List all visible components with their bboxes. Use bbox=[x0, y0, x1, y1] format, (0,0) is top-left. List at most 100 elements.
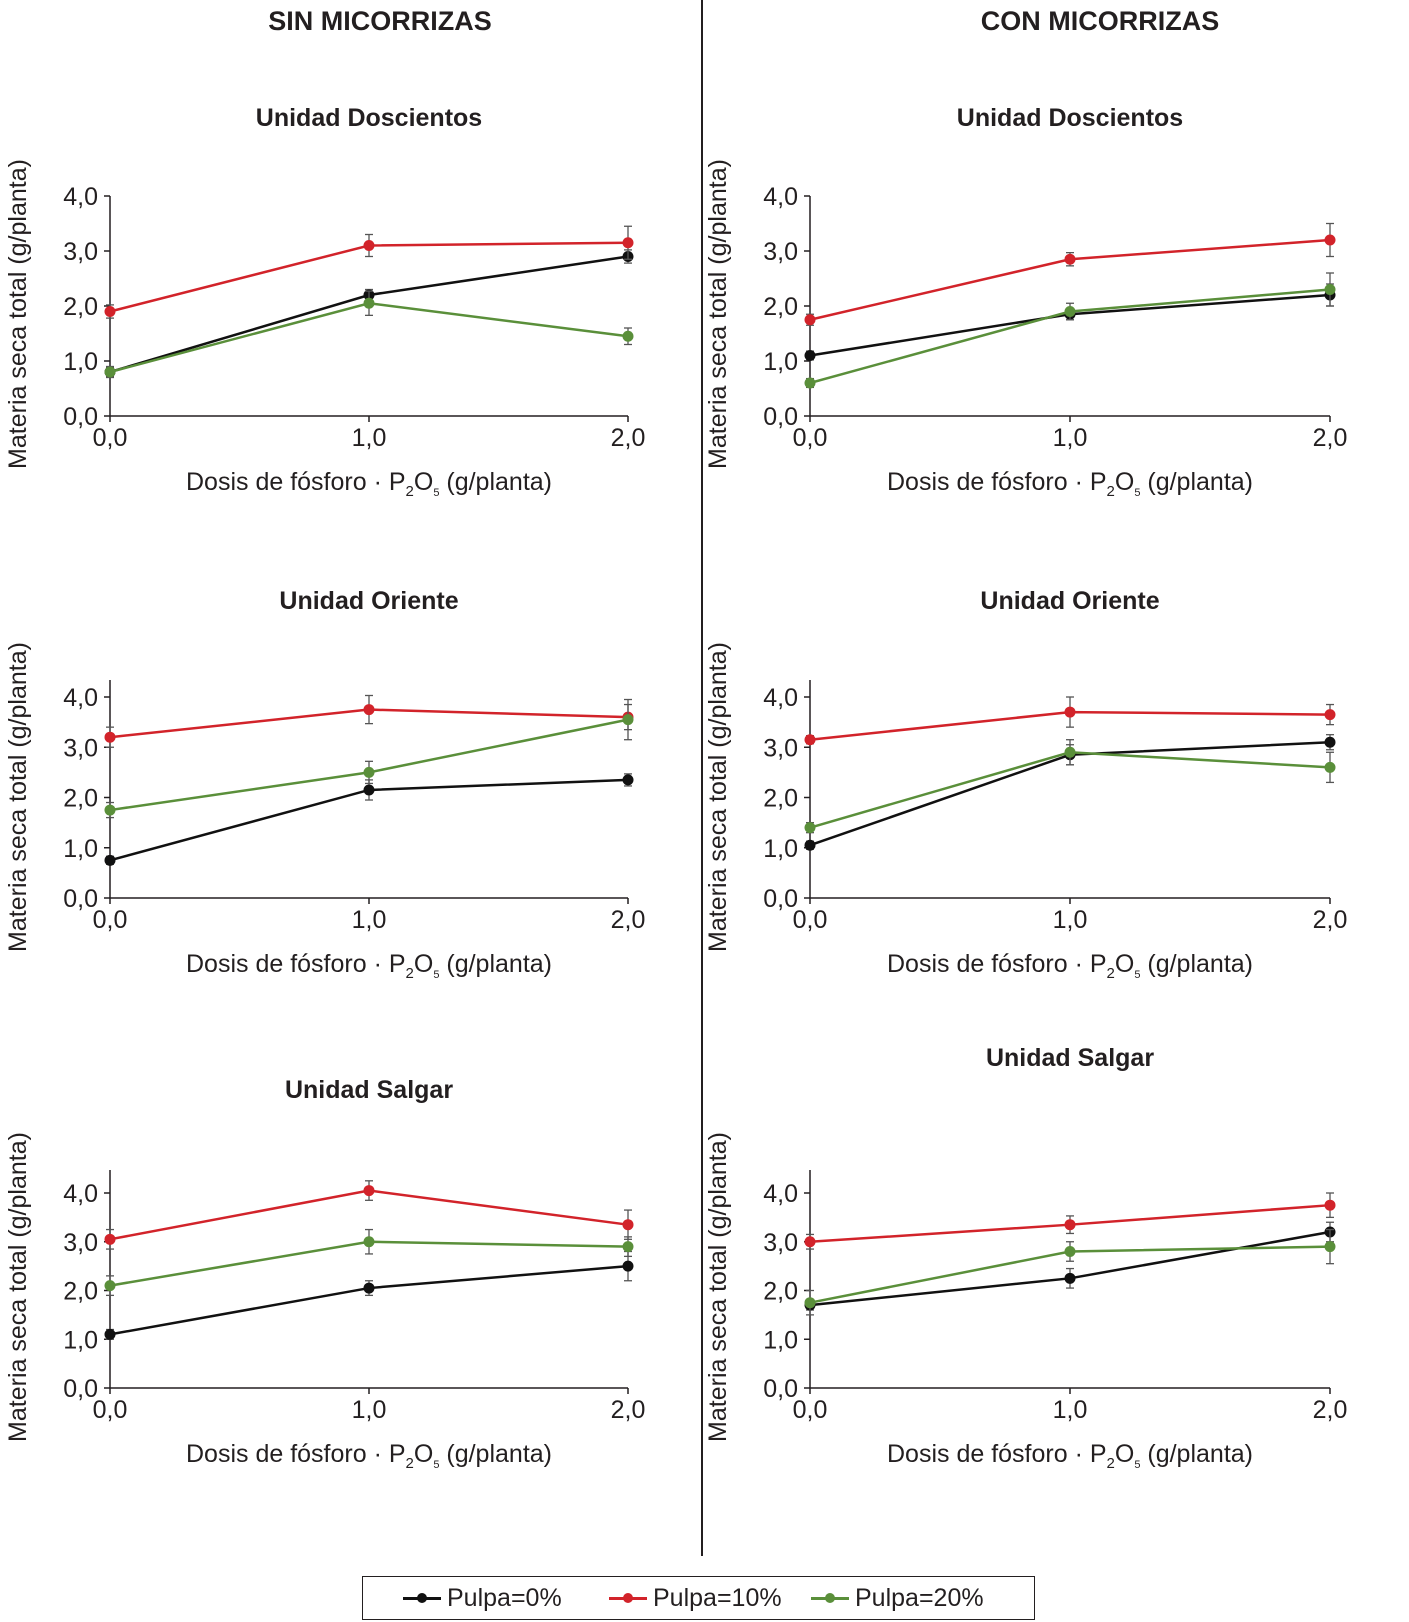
data-point bbox=[1064, 746, 1076, 758]
y-tick-label: 4,0 bbox=[63, 1180, 98, 1208]
data-point bbox=[363, 766, 375, 778]
y-tick-label: 0,0 bbox=[763, 403, 798, 431]
plot-con-micorrizas-unidad-doscientos: Unidad Doscientos 0,0 1,0 2,0 3,0 4,0 0,0 1,0 2,… bbox=[704, 104, 1347, 500]
x-tick-label: 2,0 bbox=[611, 1396, 646, 1424]
data-point bbox=[104, 854, 116, 866]
series-pulpa-10 bbox=[804, 222, 1336, 326]
data-point bbox=[1324, 709, 1336, 721]
x-tick-label: 1,0 bbox=[352, 424, 387, 452]
series-pulpa-10 bbox=[104, 225, 634, 319]
data-point bbox=[804, 314, 816, 326]
plot-title: Unidad Doscientos bbox=[256, 104, 482, 132]
y-tick-label: 1,0 bbox=[763, 348, 798, 376]
data-point bbox=[104, 1233, 116, 1245]
legend-label-pulpa-0: Pulpa=0% bbox=[447, 1583, 562, 1612]
series-pulpa-10 bbox=[804, 696, 1336, 746]
data-point bbox=[104, 1328, 116, 1340]
plot-sin-micorrizas-unidad-salgar: Unidad Salgar 0,0 1,0 2,0 3,0 4,0 0,0 1,0 2,0 Dos… bbox=[4, 1076, 645, 1472]
series-pulpa-20 bbox=[104, 290, 634, 379]
series-pulpa-20 bbox=[104, 1228, 634, 1297]
plot-con-micorrizas-unidad-oriente: Unidad Oriente 0,0 1,0 2,0 3,0 4,0 0,0 1,0 2,0 Do… bbox=[704, 587, 1347, 982]
data-point bbox=[363, 784, 375, 796]
x-tick-label: 1,0 bbox=[352, 906, 387, 934]
data-point bbox=[804, 734, 816, 746]
legend-label-pulpa-10: Pulpa=10% bbox=[653, 1583, 782, 1612]
series-pulpa-20 bbox=[804, 739, 1336, 834]
y-tick-label: 0,0 bbox=[63, 885, 98, 913]
series-pulpa-20 bbox=[804, 272, 1336, 389]
data-point bbox=[804, 822, 816, 834]
y-tick-label: 0,0 bbox=[763, 885, 798, 913]
y-tick-label: 4,0 bbox=[763, 183, 798, 211]
series-pulpa-10 bbox=[104, 694, 634, 748]
x-tick-label: 1,0 bbox=[1053, 906, 1088, 934]
data-point bbox=[1064, 1246, 1076, 1257]
y-tick-label: 3,0 bbox=[763, 1229, 798, 1257]
data-point bbox=[363, 1236, 375, 1248]
y-tick-label: 2,0 bbox=[763, 1278, 798, 1306]
data-point bbox=[1064, 1272, 1076, 1284]
y-tick-label: 1,0 bbox=[63, 835, 98, 863]
plot-con-micorrizas-unidad-salgar: Unidad Salgar 0,0 1,0 2,0 3,0 4,0 0,0 1,0 2,0 Dos… bbox=[704, 1044, 1347, 1472]
column-divider bbox=[701, 0, 703, 1556]
data-point bbox=[804, 1236, 816, 1248]
legend-swatch-pulpa-20 bbox=[811, 1592, 849, 1603]
data-point bbox=[804, 1297, 816, 1309]
y-tick-label: 1,0 bbox=[63, 1326, 98, 1354]
legend-swatch-pulpa-0 bbox=[403, 1592, 441, 1603]
column-title-con-micorrizas: CON MICORRIZAS bbox=[980, 6, 1220, 36]
y-tick-label: 2,0 bbox=[63, 785, 98, 813]
series-pulpa-10 bbox=[104, 1180, 634, 1250]
y-tick-label: 0,0 bbox=[63, 403, 98, 431]
x-tick-label: 1,0 bbox=[1053, 424, 1088, 452]
y-axis-label: Materia seca total (g/planta) bbox=[704, 642, 732, 952]
data-point bbox=[1324, 736, 1336, 748]
series-pulpa-0 bbox=[104, 773, 634, 866]
data-point bbox=[1064, 306, 1076, 317]
series-pulpa-0 bbox=[804, 1221, 1336, 1311]
data-point bbox=[622, 1219, 634, 1231]
chart-figure: Unidad Doscientos 0,0 1,0 2,0 3,0 4,0 0,0 1,0 2,… bbox=[4, 104, 1347, 1472]
series-pulpa-10 bbox=[804, 1192, 1336, 1250]
data-point bbox=[1324, 284, 1336, 295]
series-pulpa-0 bbox=[104, 1250, 634, 1340]
plot-title: Unidad Doscientos bbox=[957, 104, 1183, 132]
data-point bbox=[363, 1185, 375, 1197]
y-tick-label: 3,0 bbox=[63, 238, 98, 266]
data-point bbox=[622, 774, 634, 786]
x-tick-label: 0,0 bbox=[793, 424, 828, 452]
x-axis-label: Dosis de fósforo · P2O5 (g/planta) bbox=[186, 950, 552, 982]
y-tick-label: 2,0 bbox=[763, 785, 798, 813]
data-point bbox=[363, 704, 375, 716]
data-point bbox=[1064, 706, 1076, 718]
plot-title: Unidad Salgar bbox=[986, 1044, 1154, 1072]
y-axis-label: Materia seca total (g/planta) bbox=[4, 1132, 32, 1442]
y-tick-label: 3,0 bbox=[63, 1229, 98, 1257]
data-point bbox=[622, 1241, 634, 1253]
y-tick-label: 2,0 bbox=[63, 1278, 98, 1306]
y-tick-label: 0,0 bbox=[763, 1375, 798, 1403]
data-point bbox=[622, 237, 634, 249]
y-tick-label: 1,0 bbox=[763, 835, 798, 863]
y-tick-label: 2,0 bbox=[63, 293, 98, 321]
x-tick-label: 0,0 bbox=[93, 424, 128, 452]
x-axis-label: Dosis de fósforo · P2O5 (g/planta) bbox=[186, 468, 552, 500]
data-point bbox=[804, 839, 816, 851]
plot-title: Unidad Oriente bbox=[279, 587, 458, 615]
legend-item-pulpa-20: Pulpa=20% bbox=[811, 1579, 984, 1617]
legend-swatch-pulpa-10 bbox=[609, 1592, 647, 1603]
data-point bbox=[104, 804, 116, 816]
series-line bbox=[109, 1264, 629, 1336]
data-point bbox=[622, 714, 634, 726]
x-tick-label: 2,0 bbox=[1313, 906, 1348, 934]
data-point bbox=[104, 1280, 116, 1292]
y-axis-label: Materia seca total (g/planta) bbox=[4, 159, 32, 469]
data-point bbox=[363, 297, 375, 309]
data-point bbox=[804, 377, 816, 389]
y-axis-label: Materia seca total (g/planta) bbox=[704, 1132, 732, 1442]
x-axis-label: Dosis de fósforo · P2O5 (g/planta) bbox=[186, 1440, 552, 1472]
x-tick-label: 0,0 bbox=[793, 1396, 828, 1424]
data-point bbox=[1324, 234, 1336, 246]
x-tick-label: 2,0 bbox=[611, 906, 646, 934]
x-tick-label: 1,0 bbox=[352, 1396, 387, 1424]
